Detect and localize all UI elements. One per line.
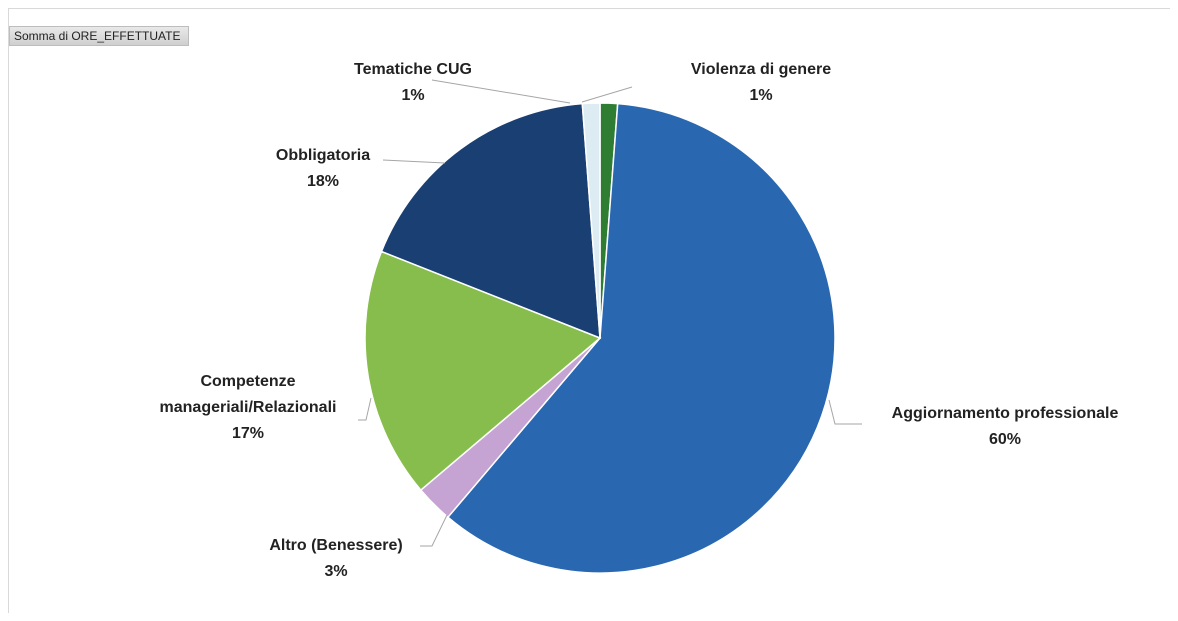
field-button-somma-ore[interactable]: Somma di ORE_EFFETTUATE: [9, 26, 190, 46]
leader-line-violenza-di-genere: [581, 86, 633, 103]
data-label-name-tematiche-cug: Tematiche CUG: [354, 61, 472, 78]
chart-area: [8, 8, 1170, 613]
pie-slice-aggiornamento-professionale[interactable]: [446, 102, 836, 574]
data-label-pct-violenza-di-genere: 1%: [749, 87, 772, 104]
data-label-name-aggiornamento-professionale: Aggiornamento professionale: [892, 405, 1119, 422]
data-label-pct-aggiornamento-professionale: 60%: [989, 431, 1021, 448]
leader-line-aggiornamento-professionale: [828, 399, 862, 425]
leader-line-tematiche-cug: [431, 79, 571, 104]
pie-slice-obbligatoria[interactable]: [380, 102, 601, 340]
data-label-name-competenze-manageriali-relazionali: Competenze: [200, 373, 295, 390]
data-label-name-altro-benessere: Altro (Benessere): [269, 537, 402, 554]
pie-slice-competenze-manageriali-relazionali[interactable]: [364, 250, 602, 492]
pie-slice-tematiche-cug[interactable]: [581, 102, 601, 339]
leader-line-obbligatoria: [382, 159, 446, 164]
data-label-name-competenze-manageriali-relazionali: manageriali/Relazionali: [160, 399, 337, 416]
data-label-name-violenza-di-genere: Violenza di genere: [691, 61, 831, 78]
data-label-pct-competenze-manageriali-relazionali: 17%: [232, 425, 264, 442]
data-label-name-obbligatoria: Obbligatoria: [276, 147, 370, 164]
leader-line-competenze-manageriali-relazionali: [358, 397, 372, 421]
data-label-pct-altro-benessere: 3%: [324, 563, 347, 580]
data-label-pct-tematiche-cug: 1%: [401, 87, 424, 104]
data-label-pct-obbligatoria: 18%: [307, 173, 339, 190]
leader-line-altro-benessere: [420, 514, 448, 547]
